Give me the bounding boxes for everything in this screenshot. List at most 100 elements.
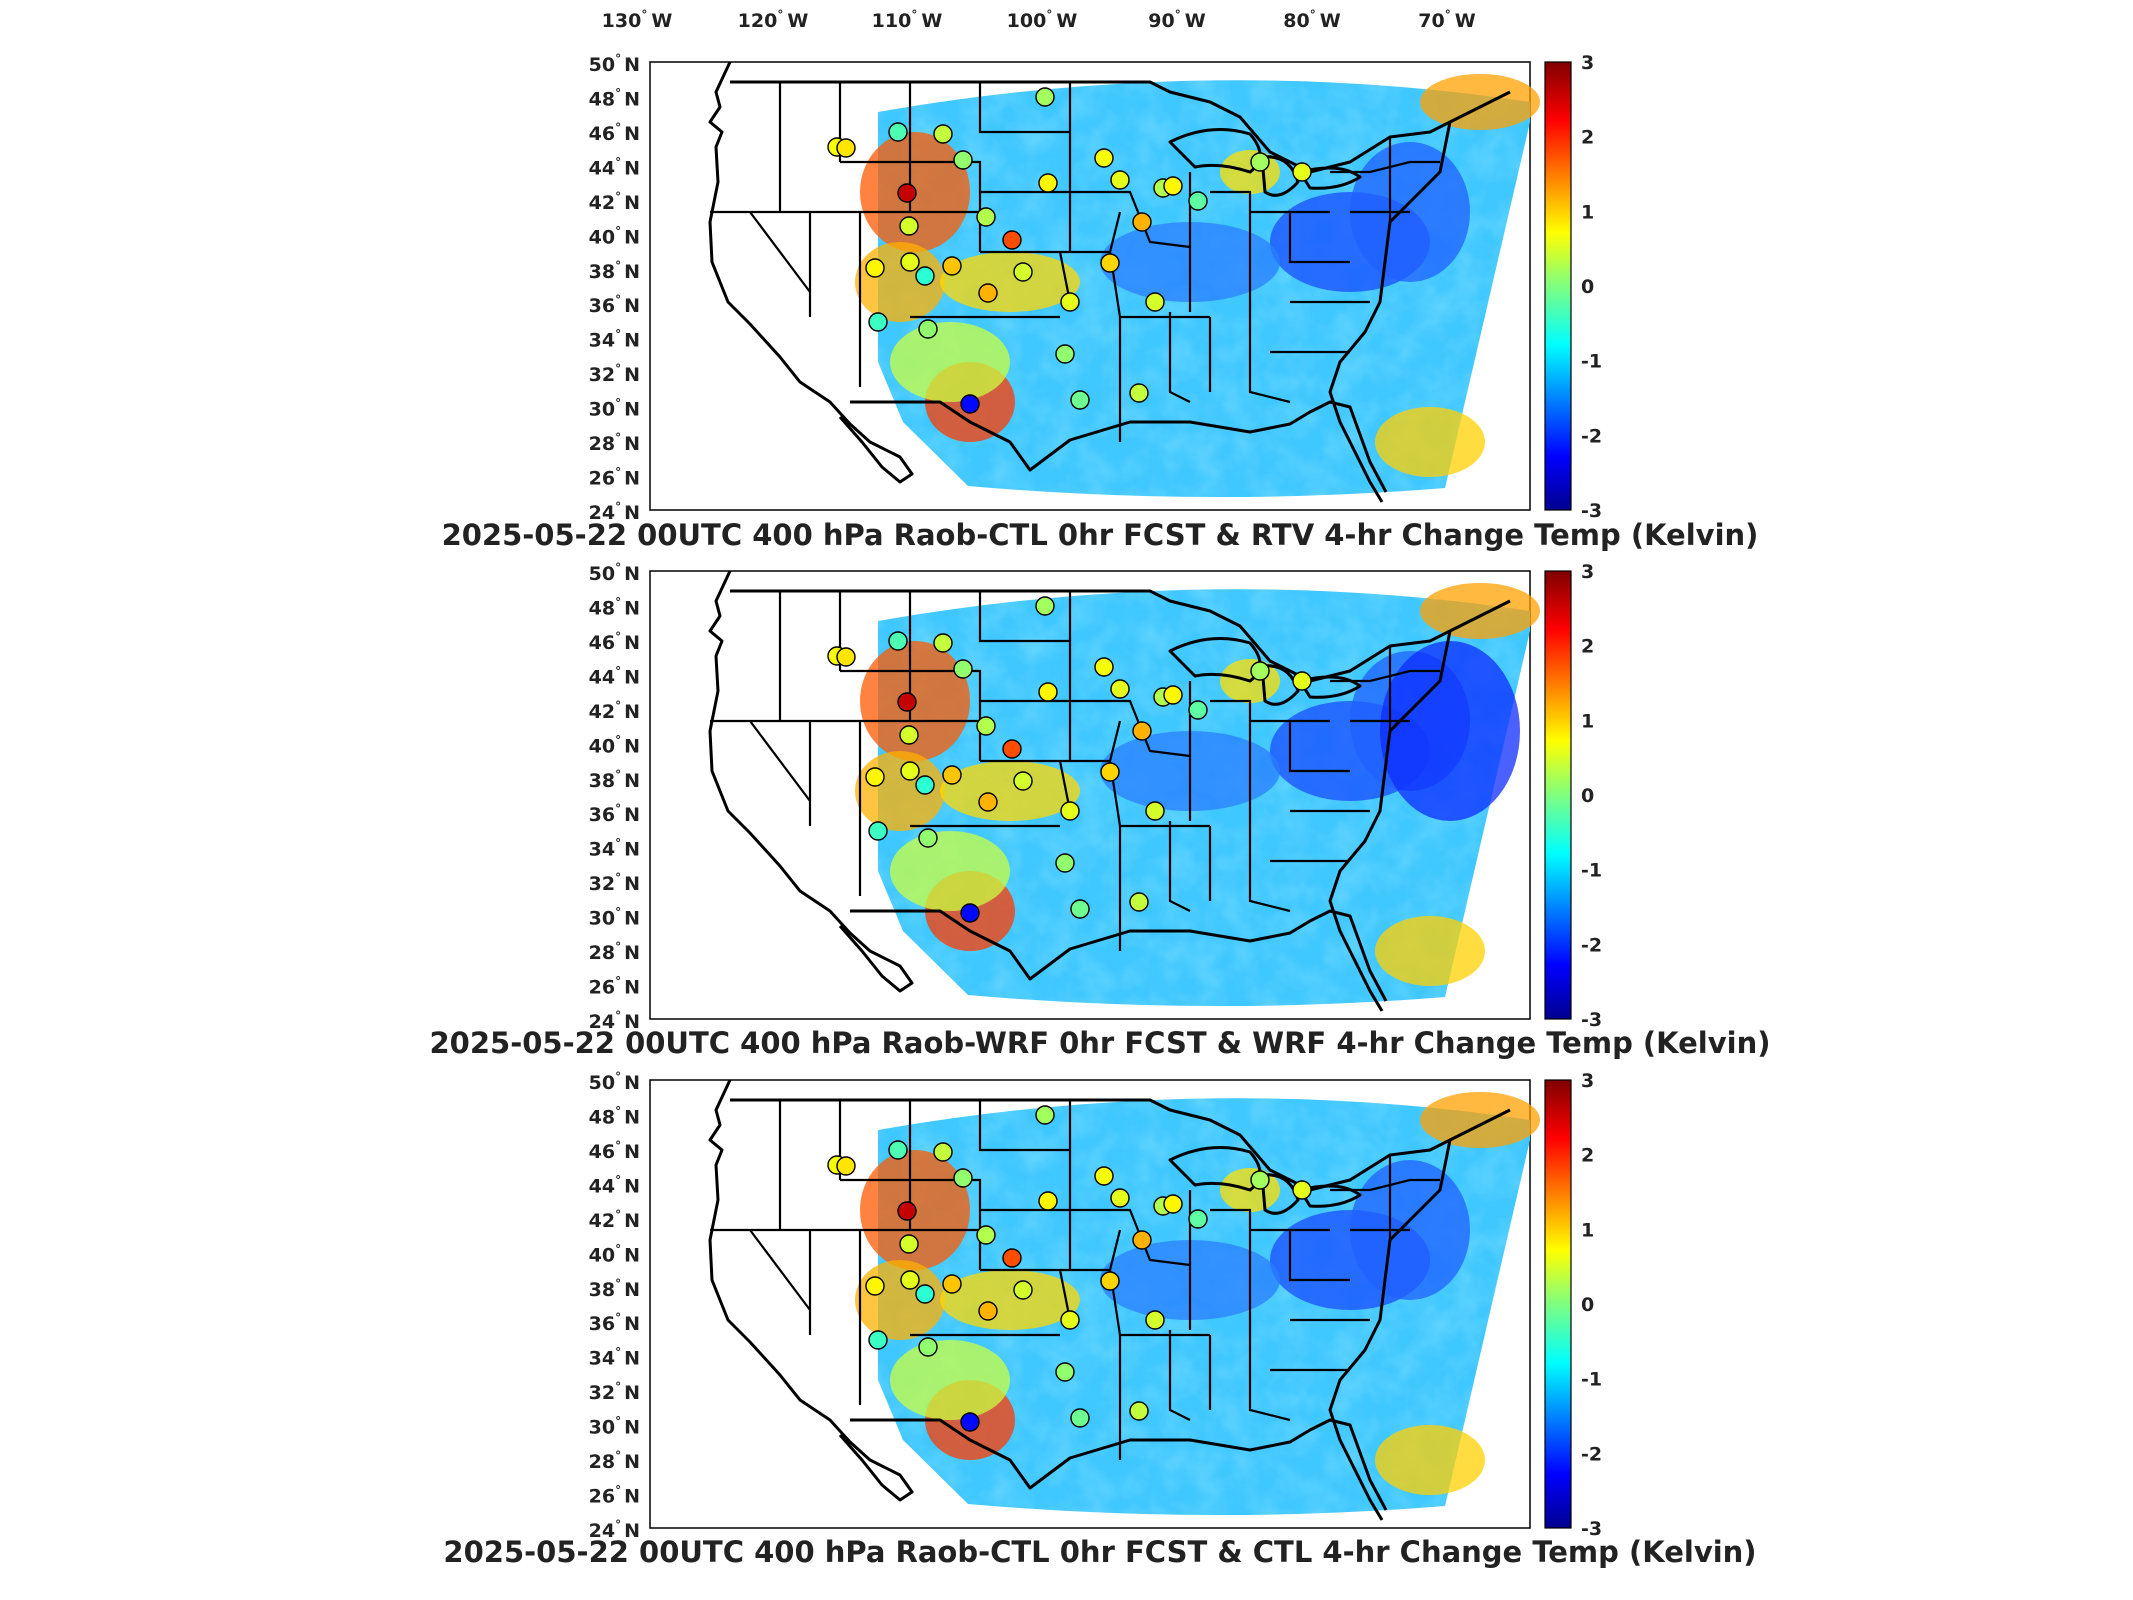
- latitude-label: 28° N: [589, 940, 640, 964]
- raob-station-marker: [1035, 596, 1055, 616]
- east-coastline: [1328, 121, 1452, 503]
- latitude-label: 34° N: [589, 837, 640, 861]
- panel-title: 2025-05-22 00UTC 400 hPa Raob-CTL 0hr FC…: [443, 1535, 1756, 1569]
- raob-station-marker: [899, 216, 919, 236]
- raob-station-marker: [918, 319, 938, 339]
- latitude-label: 30° N: [589, 397, 640, 421]
- latitude-label: 42° N: [589, 190, 640, 214]
- raob-station-marker: [1110, 170, 1130, 190]
- state-borders: [710, 82, 1440, 442]
- raob-station-marker: [918, 828, 938, 848]
- raob-station-marker: [900, 761, 920, 781]
- latitude-label: 36° N: [589, 802, 640, 826]
- longitude-labels: 130° W 120° W 110° W 100° W 90° W 80° W 70° W: [602, 8, 1476, 32]
- field-patch: [1375, 407, 1485, 477]
- colorbar-tick-label: 1: [1581, 710, 1594, 732]
- raob-station-marker: [1070, 1408, 1090, 1428]
- latitude-label: 46° N: [589, 630, 640, 654]
- raob-station-marker: [888, 631, 908, 651]
- panel-title: 2025-05-22 00UTC 400 hPa Raob-WRF 0hr FC…: [429, 1026, 1770, 1060]
- raob-station-marker: [960, 1412, 980, 1432]
- colorbar: [1544, 1079, 1572, 1529]
- raob-station-marker: [1163, 685, 1183, 705]
- raob-station-marker: [1100, 762, 1120, 782]
- raob-station-marker: [1292, 162, 1312, 182]
- field-patch: [1420, 74, 1540, 130]
- colorbar-tick-label: -1: [1581, 860, 1602, 882]
- raob-station-marker: [1110, 1188, 1130, 1208]
- state-borders: [710, 1100, 1440, 1460]
- raob-station-marker: [933, 124, 953, 144]
- colorbar-tick-label: 0: [1581, 1294, 1594, 1316]
- raob-station-marker: [836, 138, 856, 158]
- raob-station-marker: [900, 252, 920, 272]
- raob-station-marker: [1035, 1105, 1055, 1125]
- field-patch: [1420, 583, 1540, 639]
- map-panel-wrf: 50° N 48° N 46° N 44° N 42° N 40° N 38° N 36° N 34° N 32° N…: [429, 561, 1770, 1060]
- raob-station-marker: [1292, 671, 1312, 691]
- latitude-label: 42° N: [589, 1208, 640, 1232]
- raob-station-marker: [1070, 899, 1090, 919]
- raob-station-marker: [960, 394, 980, 414]
- field-patch: [1420, 1092, 1540, 1148]
- latitude-label: 28° N: [589, 431, 640, 455]
- raob-station-marker: [1188, 1209, 1208, 1229]
- raob-station-marker: [942, 1274, 962, 1294]
- latitude-label: 34° N: [589, 1346, 640, 1370]
- latitude-label: 50° N: [589, 52, 640, 76]
- latitude-label: 36° N: [589, 293, 640, 317]
- field-patch: [890, 831, 1010, 911]
- raob-station-marker: [899, 725, 919, 745]
- raob-station-marker: [1094, 148, 1114, 168]
- latitude-label: 44° N: [589, 1173, 640, 1197]
- latitude-label: 46° N: [589, 121, 640, 145]
- raob-station-marker: [865, 1276, 885, 1296]
- raob-station-marker: [868, 312, 888, 332]
- raob-station-marker: [888, 1140, 908, 1160]
- colorbar-tick-label: 1: [1581, 1219, 1594, 1241]
- colorbar-tick-label: -3: [1581, 500, 1602, 522]
- raob-station-marker: [865, 258, 885, 278]
- map-content: [708, 1079, 1540, 1521]
- raob-station-marker: [960, 903, 980, 923]
- raob-station-marker: [1055, 853, 1075, 873]
- longitude-label: 90° W: [1148, 8, 1205, 32]
- raob-station-marker: [836, 647, 856, 667]
- field-patch: [1375, 1425, 1485, 1495]
- colorbar: [1544, 570, 1572, 1020]
- raob-station-marker: [933, 1142, 953, 1162]
- colorbar: [1544, 61, 1572, 511]
- latitude-label: 40° N: [589, 1242, 640, 1266]
- raob-station-marker: [1055, 1362, 1075, 1382]
- raob-station-marker: [1013, 1280, 1033, 1300]
- raob-station-marker: [868, 1330, 888, 1350]
- west-coastline: [708, 570, 914, 993]
- latitude-label: 48° N: [589, 1104, 640, 1128]
- latitude-label: 44° N: [589, 664, 640, 688]
- field-patch: [890, 1340, 1010, 1420]
- colorbar-tick-label: 3: [1581, 561, 1594, 583]
- raob-station-marker: [1055, 344, 1075, 364]
- east-coastline: [1328, 1139, 1452, 1521]
- raob-station-marker: [1163, 176, 1183, 196]
- raob-station-marker: [933, 633, 953, 653]
- field-patch: [940, 761, 1080, 821]
- map-content: [708, 570, 1540, 1012]
- raob-station-marker: [978, 1301, 998, 1321]
- latitude-label: 36° N: [589, 1311, 640, 1335]
- raob-station-marker: [1145, 292, 1165, 312]
- latitude-label: 24° N: [589, 1518, 640, 1542]
- latitude-label: 30° N: [589, 1415, 640, 1439]
- raob-station-marker: [1060, 801, 1080, 821]
- latitude-label: 28° N: [589, 1449, 640, 1473]
- raob-station-marker: [942, 256, 962, 276]
- raob-station-marker: [899, 1234, 919, 1254]
- raob-station-marker: [942, 765, 962, 785]
- raob-station-marker: [1060, 292, 1080, 312]
- latitude-label: 44° N: [589, 155, 640, 179]
- latitude-label: 48° N: [589, 86, 640, 110]
- raob-station-marker: [1132, 721, 1152, 741]
- raob-station-marker: [1038, 682, 1058, 702]
- raob-station-marker: [1132, 212, 1152, 232]
